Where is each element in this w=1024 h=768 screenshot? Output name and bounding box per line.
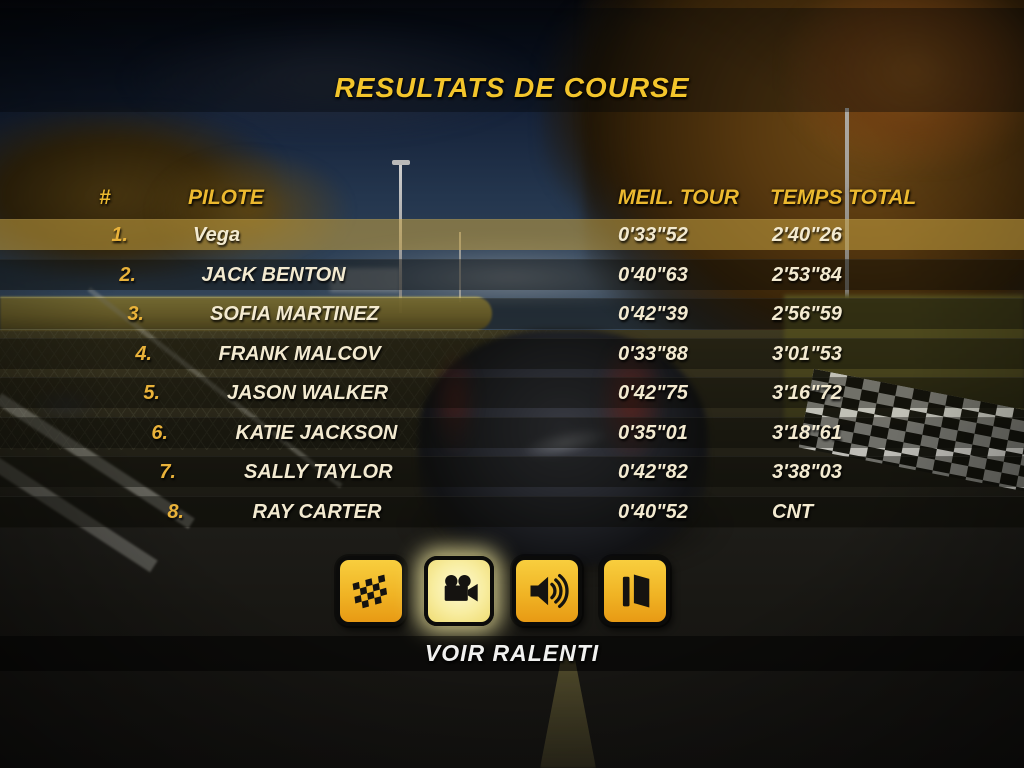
table-row: 7. SALLY TAYLOR 0'42"82 3'38"03 [0,456,1024,487]
best-lap-cell: 0'42"39 [618,303,688,325]
checkered-flag-icon [352,574,388,609]
pilot-cell: KATIE JACKSON [235,421,398,444]
action-label: VOIR RALENTI [424,640,600,666]
table-row: 3. SOFIA MARTINEZ 0'42"39 2'56"59 [0,298,1024,329]
pilot-cell: Vega [193,224,241,246]
speaker-icon [530,573,569,609]
best-lap-cell: 0'42"75 [618,382,688,404]
pilot-cell: SOFIA MARTINEZ [210,303,379,325]
total-time-cell: 3'38"03 [772,461,842,483]
replay-camera-button[interactable] [424,556,494,626]
pilot-cell: FRANK MALCOV [218,342,381,365]
table-row: 6. KATIE JACKSON 0'35"01 3'18"61 [0,416,1024,448]
rank-cell: 4. [135,342,152,365]
total-time-cell: 3'18"61 [772,421,842,444]
table-row: 4. FRANK MALCOV 0'33"88 3'01"53 [0,337,1024,369]
rank-cell: 3. [127,303,144,325]
best-lap-cell: 0'42"82 [618,461,688,483]
rank-cell: 1. [111,224,128,246]
rank-cell: 2. [119,263,136,286]
total-time-cell: 2'40"26 [772,224,842,246]
pilot-cell: JASON WALKER [227,382,389,404]
best-lap-cell: 0'35"01 [618,421,688,444]
total-time-cell: CNT [772,500,814,523]
table-row: 1. Vega 0'33"52 2'40"26 [0,219,1024,250]
table-row: 8. RAY CARTER 0'40"52 CNT [0,495,1024,527]
rank-cell: 6. [151,421,168,444]
best-lap-cell: 0'33"52 [618,224,688,246]
total-time-cell: 2'56"59 [772,303,842,325]
rank-cell: 8. [167,500,184,523]
street-lamp [392,160,410,165]
pilot-cell: RAY CARTER [252,500,382,523]
column-header-best-lap: MEIL. TOUR [618,186,739,209]
results-rows: 1. Vega 0'33"52 2'40"26 2. JACK BENTON 0… [0,219,1024,539]
pilot-cell: JACK BENTON [201,263,346,286]
tree-foliage [540,0,820,250]
best-lap-cell: 0'40"52 [618,500,688,523]
total-time-cell: 3'01"53 [772,342,842,365]
column-header-pilot: PILOTE [188,186,264,209]
pilot-cell: SALLY TAYLOR [244,461,393,483]
rank-cell: 7. [159,461,176,483]
table-row: 5. JASON WALKER 0'42"75 3'16"72 [0,377,1024,408]
column-header-total-time: TEMPS TOTAL [770,186,917,209]
page-title: RESULTATS DE COURSE [334,72,690,103]
camera-icon [444,574,478,602]
best-lap-cell: 0'40"63 [618,263,688,286]
road-center-line [540,658,596,768]
best-lap-cell: 0'33"88 [618,342,688,365]
sound-button[interactable] [512,556,582,626]
total-time-cell: 3'16"72 [772,382,842,404]
action-label-band [0,636,1024,671]
door-exit-icon [622,574,650,608]
exit-button[interactable] [600,556,670,626]
table-row: 2. JACK BENTON 0'40"63 2'53"84 [0,258,1024,290]
rank-cell: 5. [143,382,160,404]
column-header-rank: # [99,186,111,209]
results-flag-button[interactable] [336,556,406,626]
button-bar [0,556,1015,626]
total-time-cell: 2'53"84 [772,263,842,286]
